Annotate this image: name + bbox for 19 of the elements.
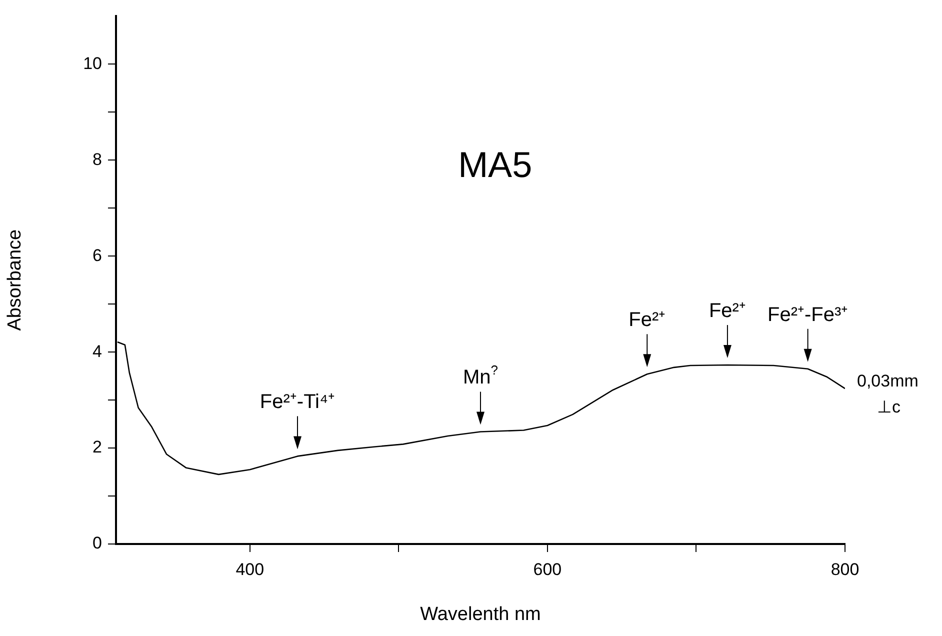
y-tick-label: 6	[92, 246, 102, 265]
x-tick-label: 600	[533, 560, 562, 579]
x-tick-label: 400	[236, 560, 264, 579]
x-tick-label: 800	[830, 560, 860, 579]
annotation: Mn?	[462, 362, 498, 389]
x-axis-title: Wavelenth nm	[420, 604, 541, 625]
annotation: Fe²⁺-Ti⁴⁺	[260, 391, 336, 414]
annotation: Fe²⁺	[628, 309, 666, 332]
y-tick-label: 8	[92, 150, 102, 169]
annotation: Fe²⁺	[708, 300, 746, 322]
text: MA5	[458, 144, 532, 186]
annotation: Fe²⁺-Fe³⁺	[767, 304, 848, 326]
y-tick-label: 10	[83, 54, 102, 73]
text: 0,03mm	[857, 372, 918, 391]
y-tick-label: 2	[92, 438, 102, 457]
y-axis-title: Absorbance	[4, 229, 26, 331]
y-tick-label: 4	[92, 342, 102, 361]
text: ⊥c	[877, 398, 901, 417]
y-tick-label: 0	[92, 534, 102, 553]
